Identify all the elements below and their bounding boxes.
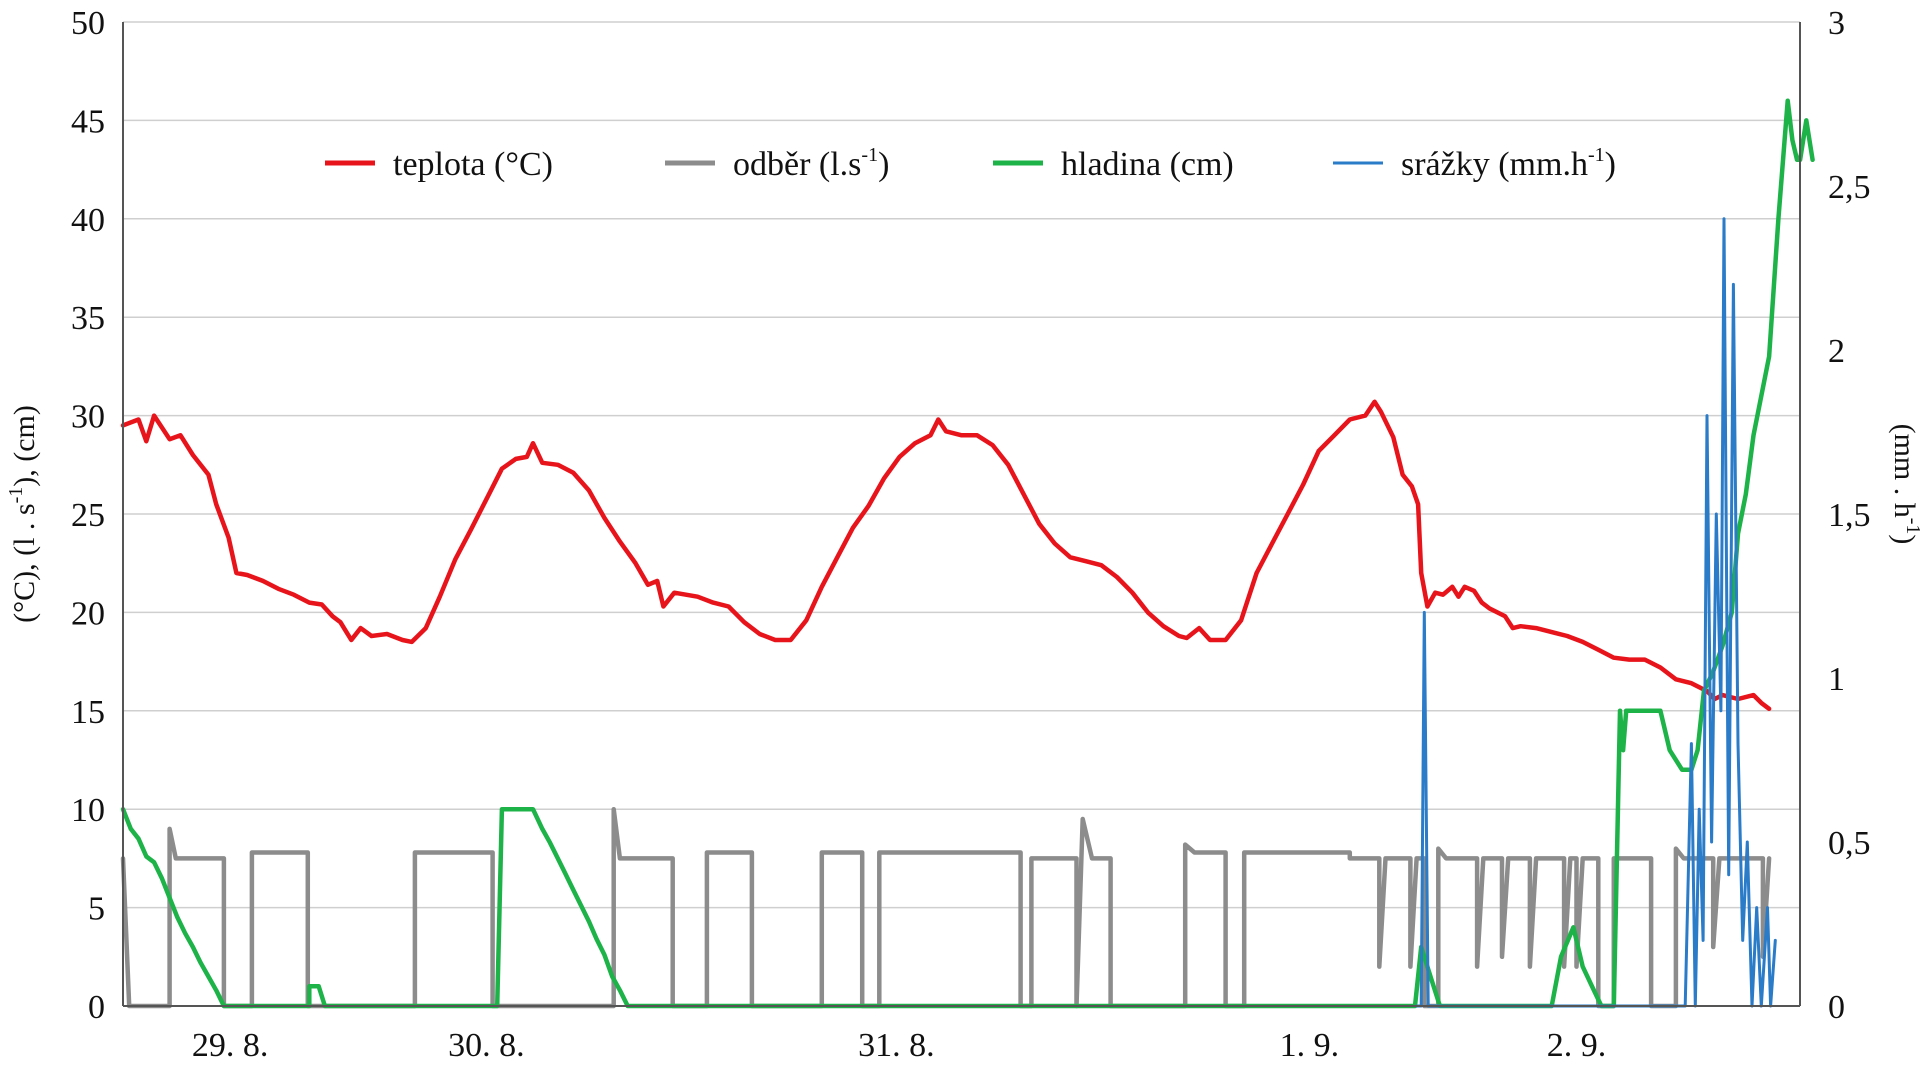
right-tick-label: 1 [1828, 661, 1845, 698]
x-tick-label: 30. 8. [448, 1027, 525, 1064]
left-tick-label: 40 [71, 202, 105, 239]
left-axis: 0 5 10 15 20 25 30 35 40 45 50 (°C), (l . s-1), (cm… [5, 5, 105, 1026]
x-tick-label: 31. 8. [858, 1027, 935, 1064]
legend-label: teplota (°C) [393, 146, 553, 183]
right-axis-title: (mm . h-1) [1888, 424, 1920, 545]
x-tick-label: 1. 9. [1280, 1027, 1340, 1064]
right-tick-label: 0 [1828, 989, 1845, 1026]
left-axis-title: (°C), (l . s-1), (cm) [5, 405, 41, 623]
right-tick-label: 3 [1828, 5, 1845, 42]
right-tick-label: 0,5 [1828, 825, 1871, 862]
left-tick-label: 45 [71, 103, 105, 140]
plot-frame [122, 22, 1801, 1007]
left-tick-label: 5 [88, 891, 105, 928]
left-tick-label: 10 [71, 792, 105, 829]
right-tick-label: 2 [1828, 333, 1845, 370]
right-axis: 0 0,5 1 1,5 2 2,5 3 (mm . h-1) [1828, 5, 1920, 1026]
left-tick-label: 20 [71, 595, 105, 632]
left-tick-label: 35 [71, 300, 105, 337]
left-tick-label: 25 [71, 497, 105, 534]
legend-label: srážky (mm.h-1) [1401, 144, 1616, 183]
x-axis: 29. 8. 30. 8. 31. 8. 1. 9. 2. 9. [192, 1027, 1606, 1064]
legend-label: odběr (l.s-1) [733, 144, 889, 183]
x-tick-label: 29. 8. [192, 1027, 269, 1064]
left-tick-label: 50 [71, 5, 105, 42]
x-tick-label: 2. 9. [1547, 1027, 1607, 1064]
series-lines [120, 98, 1815, 1009]
series-line-1 [120, 399, 1772, 712]
right-tick-label: 1,5 [1828, 497, 1871, 534]
legend-label: hladina (cm) [1061, 146, 1234, 183]
right-tick-label: 2,5 [1828, 169, 1871, 206]
legend: teplota (°C) odběr (l.s-1) hladina (cm) srá… [325, 144, 1616, 183]
left-tick-label: 30 [71, 399, 105, 436]
grid-lines [123, 21, 1800, 1007]
left-tick-label: 15 [71, 694, 105, 731]
left-tick-label: 0 [88, 989, 105, 1026]
series-line-3 [120, 98, 1815, 1009]
